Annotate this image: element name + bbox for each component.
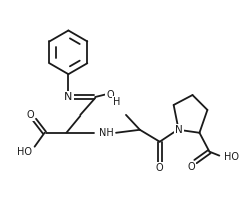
- Text: H: H: [113, 97, 121, 107]
- Text: NH: NH: [99, 128, 113, 138]
- Text: HO: HO: [17, 147, 32, 157]
- Text: O: O: [27, 110, 34, 120]
- Text: O: O: [156, 163, 164, 173]
- Text: HO: HO: [224, 152, 239, 162]
- Text: O: O: [188, 162, 195, 172]
- Text: N: N: [64, 92, 73, 102]
- Text: O: O: [106, 90, 114, 100]
- Text: N: N: [175, 125, 183, 135]
